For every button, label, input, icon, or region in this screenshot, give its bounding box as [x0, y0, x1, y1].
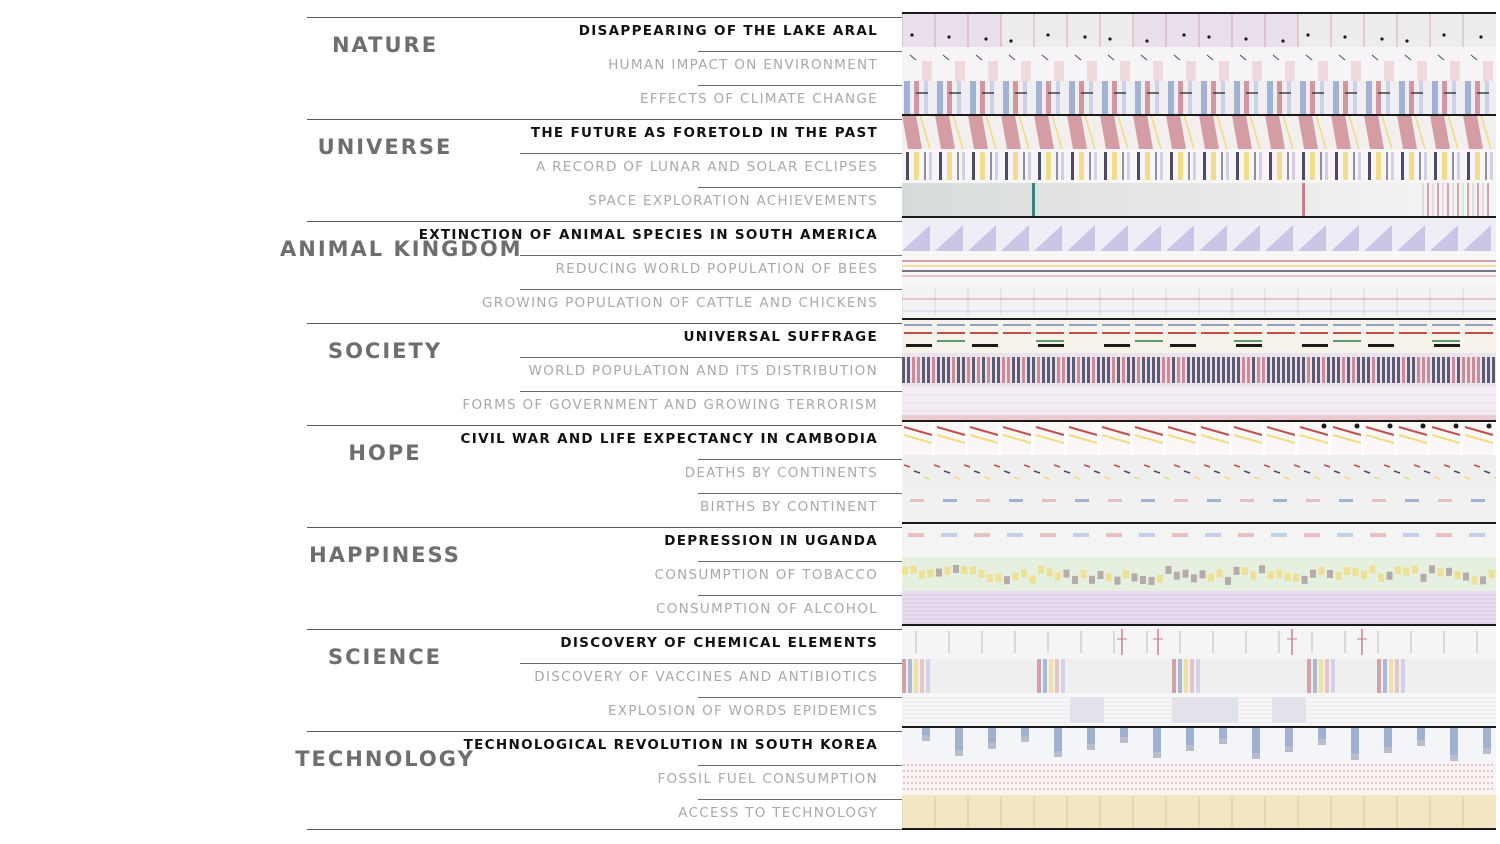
category-divider: [307, 527, 902, 528]
chemical-elements-strip: [902, 625, 1496, 659]
topic-divider: [520, 357, 902, 358]
topic-label[interactable]: Civil war and life expectancy in Cambodi…: [460, 431, 878, 447]
topic-label[interactable]: Extinction of animal species in South Am…: [418, 227, 878, 243]
topic-label[interactable]: Human impact on environment: [608, 57, 878, 73]
topic-divider: [520, 153, 902, 154]
topic-divider: [698, 799, 902, 800]
alcohol-strip: [902, 591, 1496, 625]
tobacco-strip: [902, 557, 1496, 591]
topic-label[interactable]: Universal suffrage: [683, 329, 878, 345]
lake-aral-strip: [902, 13, 1496, 47]
strip-group-border: [902, 12, 1496, 14]
topic-label[interactable]: Discovery of vaccines and antibiotics: [534, 669, 878, 685]
topic-label[interactable]: Access to technology: [678, 805, 878, 821]
category-divider: [307, 221, 902, 222]
topic-label[interactable]: World population and its distribution: [528, 363, 878, 379]
topic-label[interactable]: Growing population of cattle and chicken…: [482, 295, 878, 311]
category-label: Hope: [348, 441, 422, 465]
topic-divider: [520, 663, 902, 664]
topic-label[interactable]: Consumption of tobacco: [654, 567, 878, 583]
topic-divider: [698, 561, 902, 562]
category-label: Happiness: [309, 543, 461, 567]
category-label: Technology: [295, 747, 475, 771]
cambodia-strip: [902, 421, 1496, 455]
topic-divider: [698, 51, 902, 52]
strip-group-border: [902, 624, 1496, 626]
topic-label[interactable]: Fossil fuel consumption: [657, 771, 878, 787]
depression-strip: [902, 523, 1496, 557]
category-label: Animal Kingdom: [280, 237, 523, 261]
world-population-strip: [902, 353, 1496, 387]
topic-divider: [520, 255, 902, 256]
topic-label[interactable]: Consumption of alcohol: [655, 601, 878, 617]
topic-divider: [698, 187, 902, 188]
words-epidemics-strip: [902, 693, 1496, 727]
bees-strip: [902, 251, 1496, 285]
topic-label[interactable]: Discovery of chemical elements: [560, 635, 878, 651]
topic-divider: [698, 493, 902, 494]
topic-label[interactable]: Space exploration achievements: [588, 193, 878, 209]
climate-change-strip: [902, 81, 1496, 115]
topic-divider: [698, 595, 902, 596]
space-exploration-strip: [902, 183, 1496, 217]
future-foretold-strip: [902, 114, 1496, 150]
topic-divider: [520, 289, 902, 290]
topic-label[interactable]: Forms of government and growing terroris…: [462, 397, 878, 413]
topic-label[interactable]: Depression in Uganda: [664, 533, 878, 549]
category-divider: [307, 829, 902, 830]
fossil-fuel-strip: [902, 761, 1496, 795]
strip-group-border: [902, 420, 1496, 422]
topic-divider: [520, 391, 902, 392]
topic-divider: [698, 459, 902, 460]
category-label: Society: [327, 339, 443, 363]
topic-divider: [698, 765, 902, 766]
access-technology-strip: [902, 795, 1496, 829]
topic-label[interactable]: Disappearing of the Lake Aral: [578, 23, 878, 39]
vaccines-strip: [902, 659, 1496, 693]
topic-label[interactable]: Explosion of words epidemics: [607, 703, 878, 719]
topic-label[interactable]: Births by continent: [699, 499, 878, 515]
deaths-strip: [902, 455, 1496, 489]
topic-label[interactable]: Effects of climate change: [639, 91, 878, 107]
topic-label[interactable]: A record of lunar and solar eclipses: [536, 159, 878, 175]
government-terrorism-strip: [902, 387, 1496, 421]
strip-group-border: [902, 216, 1496, 218]
category-divider: [307, 323, 902, 324]
cattle-chickens-strip: [902, 285, 1496, 319]
category-label: Nature: [331, 33, 439, 57]
south-korea-strip: [902, 727, 1496, 761]
category-label: Universe: [317, 135, 453, 159]
category-label: Science: [327, 645, 443, 669]
category-divider: [307, 629, 902, 630]
topic-label[interactable]: Reducing world population of bees: [555, 261, 878, 277]
strip-visualizations: [902, 12, 1496, 830]
strip-group-border: [902, 318, 1496, 320]
extinction-strip: [902, 217, 1496, 251]
strip-group-border: [902, 522, 1496, 524]
suffrage-strip: [902, 319, 1496, 353]
strip-group-border: [902, 114, 1496, 116]
topic-label[interactable]: Technological revolution in South Korea: [463, 737, 878, 753]
eclipses-strip: [902, 149, 1496, 183]
strip-group-border: [902, 726, 1496, 728]
category-divider: [307, 17, 902, 18]
human-impact-strip: [902, 47, 1496, 81]
births-strip: [902, 489, 1496, 523]
strip-group-border: [902, 828, 1496, 830]
topic-label[interactable]: Deaths by continents: [684, 465, 878, 481]
topic-divider: [698, 697, 902, 698]
category-divider: [307, 425, 902, 426]
category-divider: [307, 731, 902, 732]
category-divider: [307, 119, 902, 120]
topic-label[interactable]: The future as foretold in the past: [530, 125, 878, 141]
topic-divider: [698, 85, 902, 86]
